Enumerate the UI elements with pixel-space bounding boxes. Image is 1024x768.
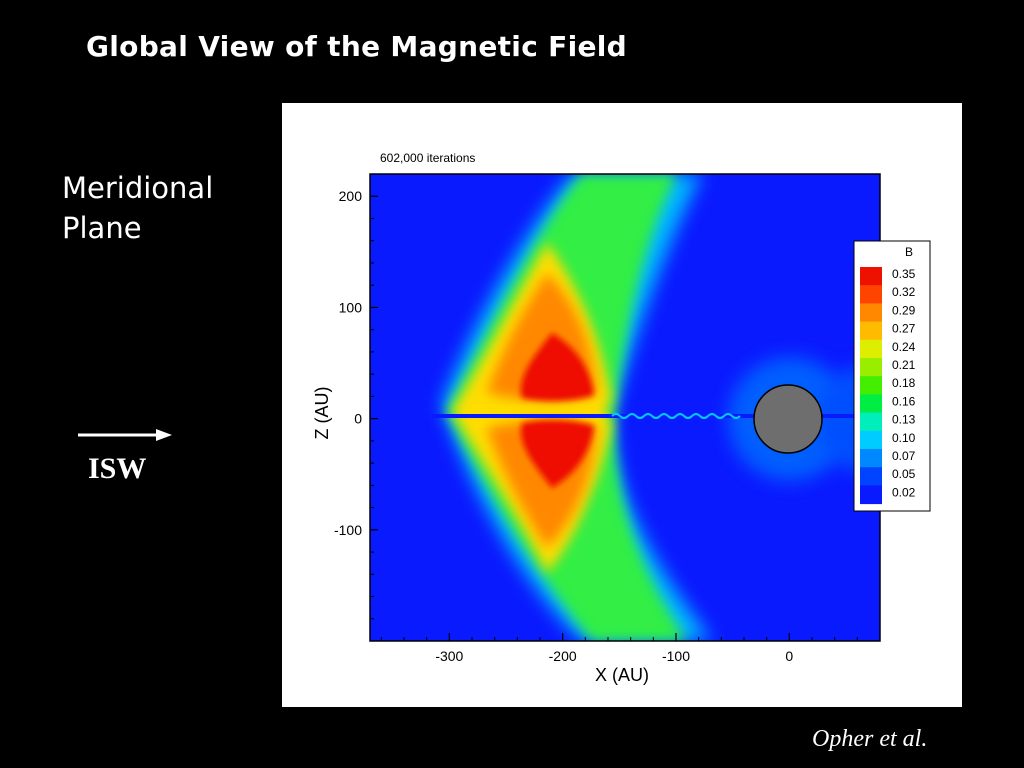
x-axis-label: X (AU) [595, 665, 649, 685]
colorbar-level-label: 0.35 [892, 267, 916, 281]
colorbar-swatch [860, 358, 882, 377]
colorbar-swatch [860, 267, 882, 286]
colorbar-level-label: 0.24 [892, 340, 916, 354]
colorbar-swatch [860, 467, 882, 486]
x-tick-label: -100 [662, 648, 690, 664]
plane-label-line1: Meridional [62, 171, 214, 205]
colorbar-level-label: 0.29 [892, 303, 916, 317]
x-tick-label: -300 [435, 648, 463, 664]
credit-text: Opher et al. [812, 726, 928, 752]
colorbar-swatch [860, 303, 882, 323]
colorbar-swatch [860, 376, 882, 395]
colorbar-swatch [860, 412, 882, 432]
colorbar-level-label: 0.13 [892, 413, 916, 427]
x-tick-label: -200 [549, 648, 577, 664]
colorbar-level-label: 0.21 [892, 358, 916, 372]
colorbar-level-label: 0.32 [892, 285, 916, 299]
colorbar-level-label: 0.27 [892, 322, 916, 336]
colorbar-level-label: 0.16 [892, 394, 916, 408]
isw-arrow-icon [78, 429, 172, 441]
colorbar: B 0.35 0.32 0.29 0.27 0.24 0.21 0.18 0.16 0.13 0.1… [853, 240, 931, 512]
plane-label-line2: Plane [62, 211, 142, 245]
y-tick-label: -100 [334, 522, 362, 538]
isw-label: ISW [88, 452, 147, 485]
colorbar-swatch [860, 339, 882, 359]
colorbar-swatch [860, 321, 882, 341]
plane-label: Meridional Plane [62, 168, 213, 248]
colorbar-level-label: 0.10 [892, 431, 916, 445]
magnetic-field-plot: -300 -200 -100 0 200 100 0 -100 B 0.35 0.32 0.29 0.… [312, 151, 931, 685]
field-heatmap [370, 174, 880, 641]
y-tick-label: 100 [339, 299, 363, 315]
axes: -300 -200 -100 0 200 100 0 -100 [334, 173, 881, 664]
colorbar-level-label: 0.18 [892, 376, 916, 390]
y-axis-label: Z (AU) [312, 387, 332, 440]
slide-title: Global View of the Magnetic Field [86, 30, 628, 63]
iteration-annotation: 602,000 iterations [380, 151, 475, 165]
colorbar-swatch [860, 485, 882, 505]
colorbar-level-label: 0.05 [892, 467, 916, 481]
y-tick-label: 200 [339, 188, 363, 204]
colorbar-swatch [860, 449, 882, 468]
central-sphere [753, 384, 823, 454]
colorbar-title: B [905, 245, 913, 259]
colorbar-swatch [860, 430, 882, 450]
figure-panel: -300 -200 -100 0 200 100 0 -100 B 0.35 0.32 0.29 0.… [282, 103, 962, 707]
x-tick-label: 0 [785, 648, 793, 664]
colorbar-swatch [860, 394, 882, 414]
colorbar-swatch [860, 285, 882, 304]
colorbar-level-label: 0.07 [892, 449, 916, 463]
y-tick-label: 0 [354, 411, 362, 427]
colorbar-level-label: 0.02 [892, 485, 916, 499]
